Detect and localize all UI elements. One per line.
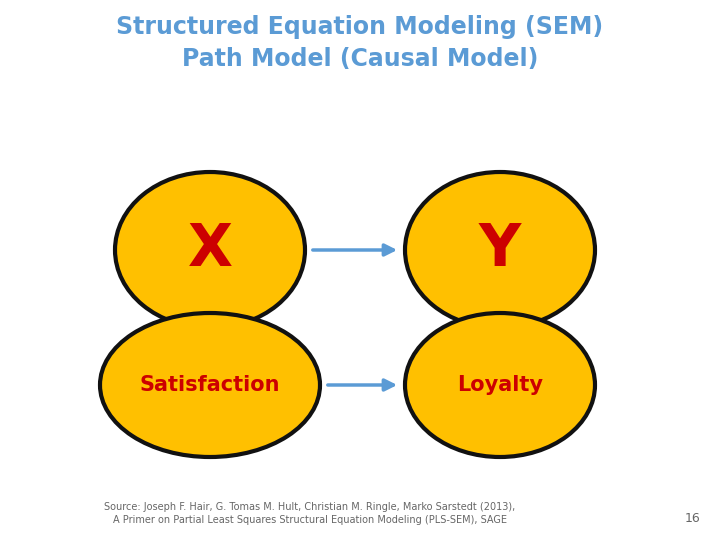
Text: X: X bbox=[187, 221, 233, 279]
Ellipse shape bbox=[115, 172, 305, 328]
Ellipse shape bbox=[405, 313, 595, 457]
Ellipse shape bbox=[405, 172, 595, 328]
Text: Y: Y bbox=[479, 221, 521, 279]
Ellipse shape bbox=[100, 313, 320, 457]
Text: Satisfaction: Satisfaction bbox=[140, 375, 280, 395]
Text: Loyalty: Loyalty bbox=[457, 375, 543, 395]
Text: 16: 16 bbox=[684, 512, 700, 525]
Text: Structured Equation Modeling (SEM)
Path Model (Causal Model): Structured Equation Modeling (SEM) Path … bbox=[117, 15, 603, 71]
Text: Source: Joseph F. Hair, G. Tomas M. Hult, Christian M. Ringle, Marko Sarstedt (2: Source: Joseph F. Hair, G. Tomas M. Hult… bbox=[104, 502, 516, 525]
